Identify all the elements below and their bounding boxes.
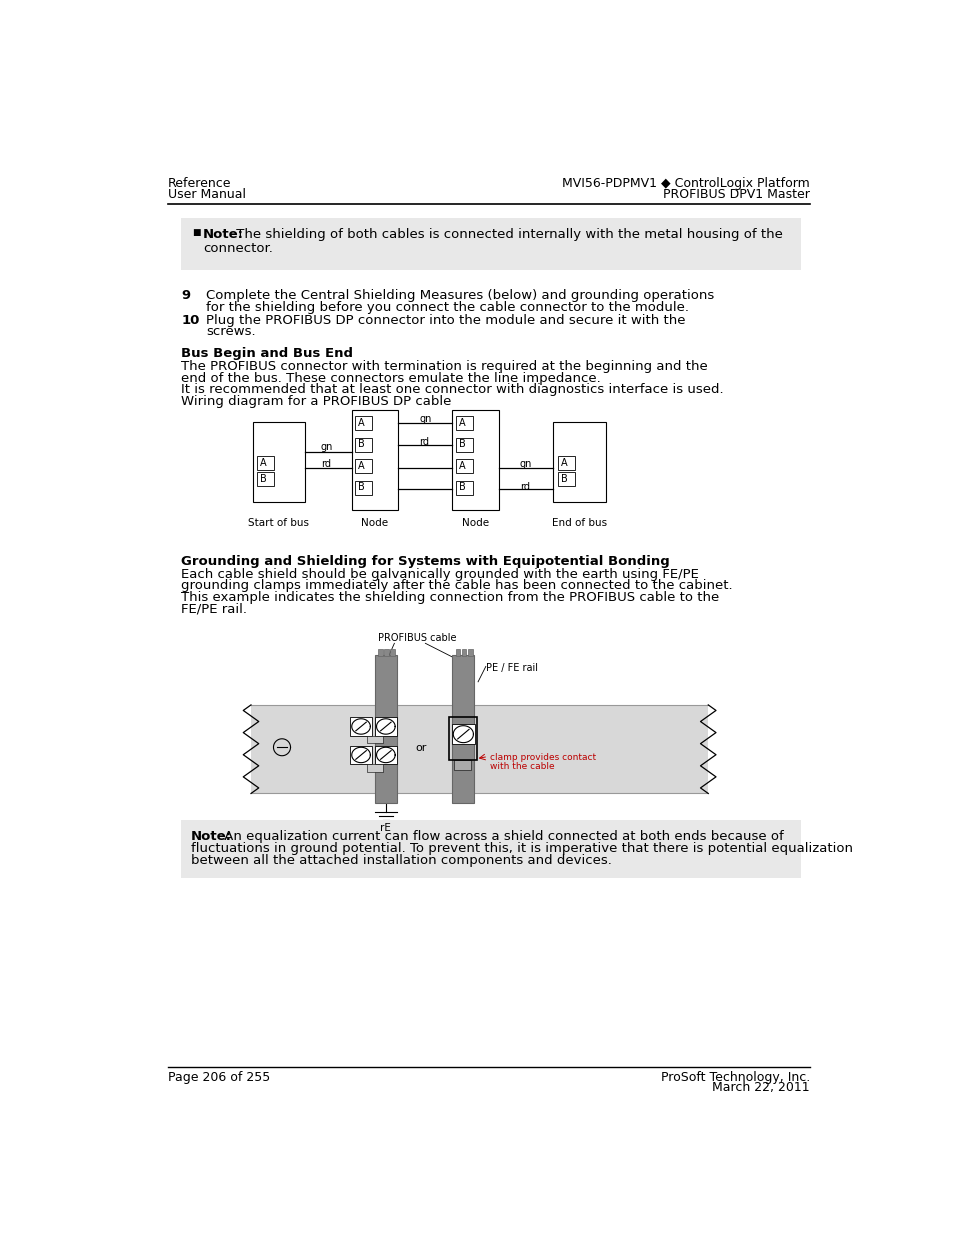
Text: Bus Begin and Bus End: Bus Begin and Bus End — [181, 347, 353, 359]
Text: screws.: screws. — [206, 325, 255, 338]
Bar — [456, 480, 472, 495]
Text: 10: 10 — [181, 314, 199, 327]
Text: A: A — [357, 461, 364, 471]
Text: Note:: Note: — [191, 830, 232, 842]
Text: clamp provides contact: clamp provides contact — [489, 752, 596, 762]
Text: A: A — [458, 461, 465, 471]
Text: Plug the PROFIBUS DP connector into the module and secure it with the: Plug the PROFIBUS DP connector into the … — [206, 314, 685, 327]
Text: for the shielding before you connect the cable connector to the module.: for the shielding before you connect the… — [206, 300, 688, 314]
Text: Wiring diagram for a PROFIBUS DP cable: Wiring diagram for a PROFIBUS DP cable — [181, 395, 451, 408]
Bar — [456, 437, 472, 452]
Bar — [181, 217, 801, 270]
Bar — [355, 437, 372, 452]
Bar — [377, 648, 382, 656]
Text: An equalization current can flow across a shield connected at both ends because : An equalization current can flow across … — [220, 830, 783, 842]
Text: Node: Node — [361, 517, 388, 527]
Text: gn: gn — [519, 458, 532, 468]
Bar — [253, 421, 305, 503]
Bar — [355, 416, 372, 430]
Bar — [468, 648, 472, 656]
Text: rE: rE — [379, 823, 390, 832]
Text: or: or — [416, 743, 427, 753]
Bar — [558, 472, 575, 487]
Bar — [375, 746, 396, 764]
Text: FE/PE rail.: FE/PE rail. — [181, 603, 247, 615]
Text: Page 206 of 255: Page 206 of 255 — [168, 1071, 270, 1083]
Bar — [367, 764, 382, 772]
Text: between all the attached installation components and devices.: between all the attached installation co… — [191, 855, 611, 867]
Text: PE / FE rail: PE / FE rail — [485, 662, 537, 673]
Text: rd: rd — [320, 458, 331, 468]
Bar — [367, 736, 382, 743]
Text: A: A — [357, 417, 364, 427]
Bar — [456, 416, 472, 430]
Text: connector.: connector. — [203, 242, 273, 256]
Bar — [181, 820, 801, 878]
Text: fluctuations in ground potential. To prevent this, it is imperative that there i: fluctuations in ground potential. To pre… — [191, 842, 852, 855]
Text: B: B — [458, 440, 465, 450]
Bar — [456, 459, 472, 473]
Bar — [375, 718, 396, 736]
Text: Note:: Note: — [203, 228, 244, 241]
Bar — [251, 705, 707, 793]
Bar — [352, 410, 397, 510]
Bar — [350, 718, 372, 736]
Bar — [449, 718, 476, 760]
Text: Each cable shield should be galvanically grounded with the earth using FE/PE: Each cable shield should be galvanically… — [181, 568, 699, 580]
Bar — [456, 648, 459, 656]
Text: A: A — [458, 417, 465, 427]
Text: with the cable: with the cable — [489, 762, 554, 771]
Text: A: A — [260, 458, 267, 468]
Bar — [558, 456, 575, 471]
Bar — [355, 459, 372, 473]
Text: Grounding and Shielding for Systems with Equipotential Bonding: Grounding and Shielding for Systems with… — [181, 555, 669, 568]
Bar — [257, 456, 274, 471]
Text: PROFIBUS cable: PROFIBUS cable — [378, 634, 456, 643]
Bar — [454, 761, 471, 769]
Text: rd: rd — [519, 482, 529, 492]
Bar — [257, 472, 274, 487]
Text: B: B — [357, 440, 364, 450]
Text: ProSoft Technology, Inc.: ProSoft Technology, Inc. — [659, 1071, 809, 1083]
Text: rd: rd — [418, 437, 429, 447]
Text: B: B — [458, 483, 465, 493]
Text: gn: gn — [320, 442, 333, 452]
Bar — [375, 655, 396, 803]
Text: It is recommended that at least one connector with diagnostics interface is used: It is recommended that at least one conn… — [181, 383, 723, 396]
Text: This example indicates the shielding connection from the PROFIBUS cable to the: This example indicates the shielding con… — [181, 592, 719, 604]
Text: The PROFIBUS connector with termination is required at the beginning and the: The PROFIBUS connector with termination … — [181, 359, 707, 373]
Bar — [461, 648, 466, 656]
Bar — [350, 746, 372, 764]
Text: B: B — [560, 474, 567, 484]
Text: March 22, 2011: March 22, 2011 — [711, 1082, 809, 1094]
Bar — [384, 648, 389, 656]
Text: User Manual: User Manual — [168, 188, 246, 201]
Text: Reference: Reference — [168, 178, 232, 190]
Bar — [452, 724, 475, 745]
Text: Complete the Central Shielding Measures (below) and grounding operations: Complete the Central Shielding Measures … — [206, 289, 714, 303]
Text: 9: 9 — [181, 289, 191, 303]
Text: The shielding of both cables is connected internally with the metal housing of t: The shielding of both cables is connecte… — [232, 228, 781, 241]
Text: Start of bus: Start of bus — [248, 517, 309, 527]
Text: PROFIBUS DPV1 Master: PROFIBUS DPV1 Master — [662, 188, 809, 201]
Text: End of bus: End of bus — [552, 517, 606, 527]
Text: gn: gn — [418, 414, 431, 424]
Text: end of the bus. These connectors emulate the line impedance.: end of the bus. These connectors emulate… — [181, 372, 600, 384]
Bar — [452, 410, 498, 510]
Bar — [390, 648, 395, 656]
Text: ■: ■ — [192, 228, 200, 237]
Text: B: B — [260, 474, 267, 484]
Bar — [553, 421, 605, 503]
Text: grounding clamps immediately after the cable has been connected to the cabinet.: grounding clamps immediately after the c… — [181, 579, 732, 593]
Text: B: B — [357, 483, 364, 493]
Text: A: A — [560, 458, 567, 468]
Bar — [452, 655, 474, 803]
Text: MVI56-PDPMV1 ◆ ControlLogix Platform: MVI56-PDPMV1 ◆ ControlLogix Platform — [561, 178, 809, 190]
Text: Node: Node — [461, 517, 489, 527]
Bar — [355, 480, 372, 495]
